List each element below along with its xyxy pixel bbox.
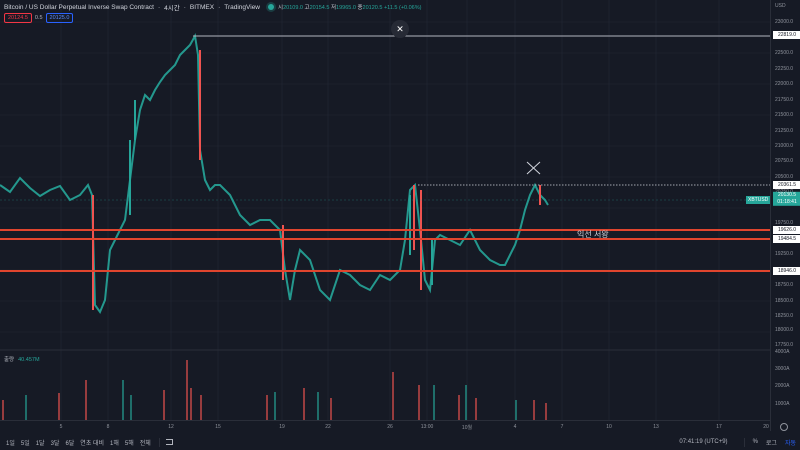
chart-settings-gear-icon[interactable] (780, 423, 788, 431)
price-label-dotted-high: 20361.5 (773, 181, 800, 189)
range-6m-button[interactable]: 6달 (65, 440, 75, 447)
chart-annotation-text[interactable]: 익선 서왕 (577, 230, 609, 239)
range-5y-button[interactable]: 5해 (124, 440, 134, 447)
chart-legend: Bitcoin / US Dollar Perpetual Inverse Sw… (4, 3, 422, 13)
x-marker-icon (526, 161, 541, 175)
volume-legend: 출량 40.457M (4, 357, 40, 363)
currency-label[interactable]: USD (775, 3, 786, 9)
time-axis[interactable]: 5 8 12 15 19 22 26 13:00 10월 4 7 10 13 1… (0, 420, 770, 431)
source-label: TradingView (224, 3, 261, 11)
auto-scale-button[interactable]: 자동 (784, 440, 796, 447)
go-to-date-icon[interactable] (165, 439, 173, 445)
symbol-title: Bitcoin / US Dollar Perpetual Inverse Sw… (4, 3, 154, 11)
range-1m-button[interactable]: 1달 (35, 440, 45, 447)
close-icon: ✕ (396, 23, 404, 34)
percent-scale-button[interactable]: % (752, 439, 758, 445)
price-scale[interactable]: USD 23000.0 22500.0 22250.0 22000.0 2175… (770, 0, 800, 431)
candles (0, 32, 549, 315)
remove-drawing-button[interactable]: ✕ (391, 20, 409, 38)
bottom-toolbar: 1일 5일 1달 3달 6달 연초 대비 1해 5해 전체 07:41:19 (… (0, 434, 800, 450)
chart-canvas[interactable] (0, 0, 770, 431)
range-5d-button[interactable]: 5일 (20, 440, 30, 447)
scale-tools: 07:41:19 (UTC+9) % 로그 자동 (679, 437, 796, 447)
log-scale-button[interactable]: 로그 (765, 440, 777, 447)
divider (158, 437, 160, 447)
market-status-icon (268, 4, 275, 10)
interval-label[interactable]: 4시간 (164, 5, 180, 12)
buy-button[interactable]: 20125.0 (45, 13, 74, 23)
price-label-support-3: 18946.0 (773, 267, 800, 275)
spread-value: 0.5 (34, 15, 43, 21)
range-3m-button[interactable]: 3달 (50, 440, 60, 447)
price-label-support-1: 19626.0 (773, 226, 800, 234)
range-all-button[interactable]: 전체 (139, 440, 151, 447)
clock-timezone[interactable]: 07:41:19 (UTC+9) (679, 439, 728, 445)
symbol-tag: XBTUSD (746, 196, 771, 204)
range-ytd-button[interactable]: 연초 대비 (80, 440, 105, 447)
price-label-support-2: 19484.5 (773, 235, 800, 243)
ohlc-values: 시20109.0 고20154.5 저19965.0 종20120.5 +11.… (278, 5, 422, 11)
buy-sell-panel: 20124.5 0.5 20125.0 (4, 13, 74, 23)
sell-button[interactable]: 20124.5 (4, 13, 32, 23)
current-price-label: 20130.5 01:18:41 (773, 191, 800, 206)
range-1y-button[interactable]: 1해 (110, 440, 119, 447)
divider (743, 437, 745, 447)
volume-bars (2, 360, 547, 420)
price-label-top-line: 22819.0 (773, 31, 800, 39)
exchange-label: BITMEX (189, 3, 215, 11)
range-1d-button[interactable]: 1일 (6, 440, 15, 447)
